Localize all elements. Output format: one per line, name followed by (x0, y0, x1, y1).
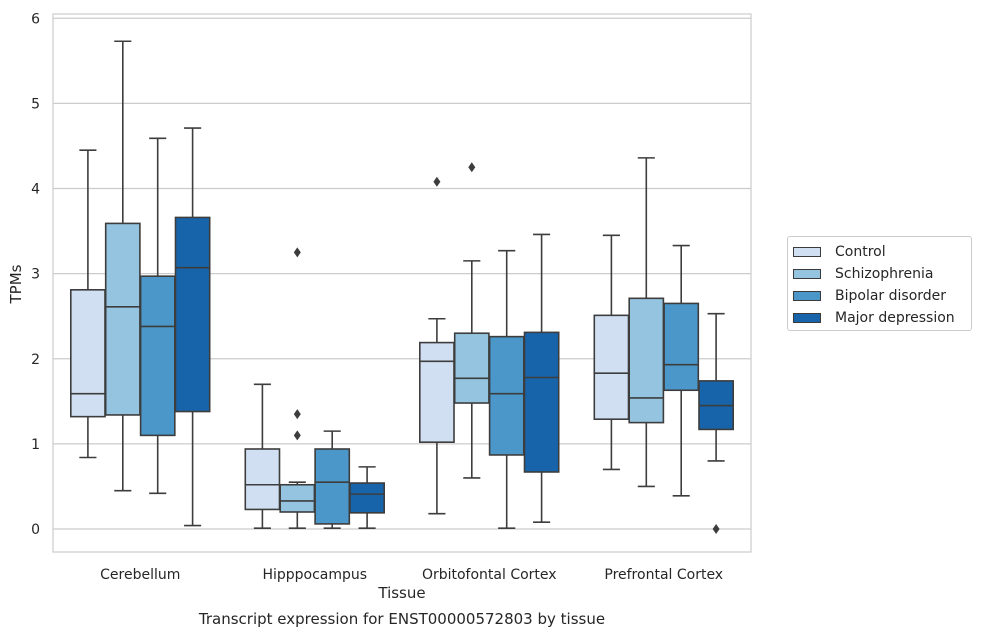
legend: Control Schizophrenia Bipolar disorder Majo… (787, 236, 972, 331)
box (698, 312, 735, 535)
iqr-box (244, 448, 281, 511)
iqr-box (453, 332, 490, 404)
legend-swatch (793, 247, 821, 257)
outlier-point (293, 247, 301, 258)
box (279, 247, 316, 529)
box (663, 244, 700, 497)
outlier-point (293, 409, 301, 420)
iqr-box (418, 341, 455, 443)
y-tick-label: 0 (31, 522, 40, 538)
iqr-box (349, 482, 386, 514)
iqr-box (523, 331, 560, 473)
legend-swatch (793, 269, 821, 279)
box (628, 157, 665, 488)
iqr-box (174, 216, 211, 413)
legend-item: Bipolar disorder (788, 285, 971, 307)
box (453, 162, 490, 479)
legend-swatch (793, 313, 821, 323)
box (523, 233, 560, 524)
outlier-point (468, 162, 476, 173)
iqr-box (488, 335, 525, 456)
x-tick-label: Orbitofontal Cortex (422, 567, 557, 583)
box (418, 176, 455, 515)
y-tick-label: 4 (31, 182, 40, 198)
iqr-box (279, 483, 316, 513)
boxes (69, 40, 735, 535)
x-tick-labels: Cerebellum Hipppocampus Orbitofontal Corte… (100, 567, 723, 583)
iqr-box (628, 297, 665, 424)
y-tick-labels: 0 1 2 3 4 5 6 (31, 11, 40, 538)
y-tick-label: 5 (31, 96, 40, 112)
chart-caption: Transcript expression for ENST0000057280… (198, 610, 606, 628)
box (104, 40, 141, 492)
iqr-box (139, 275, 176, 437)
legend-label: Schizophrenia (835, 266, 934, 282)
legend-item: Schizophrenia (788, 263, 971, 285)
y-tick-label: 3 (31, 267, 40, 283)
iqr-box (314, 448, 351, 525)
y-tick-label: 2 (31, 352, 40, 368)
box (174, 127, 211, 527)
legend-item: Major depression (788, 307, 971, 329)
box (488, 249, 525, 529)
outlier-point (293, 430, 301, 441)
iqr-box (104, 222, 141, 416)
legend-label: Control (835, 244, 886, 260)
outlier-point (712, 524, 720, 535)
iqr-box (663, 302, 700, 392)
legend-label: Major depression (835, 310, 955, 326)
y-tick-label: 6 (31, 11, 40, 27)
y-tick-label: 1 (31, 437, 40, 453)
legend-label: Bipolar disorder (835, 288, 947, 304)
iqr-box (593, 314, 630, 421)
iqr-box (69, 289, 106, 418)
box (349, 466, 386, 529)
box (244, 383, 281, 529)
x-axis-label: Tissue (377, 584, 425, 602)
box (69, 149, 106, 459)
x-tick-label: Prefrontal Cortex (604, 567, 723, 583)
box (314, 430, 351, 529)
legend-item: Control (788, 241, 971, 263)
y-axis-label: TPMs (7, 264, 25, 304)
outlier-point (433, 176, 441, 187)
x-tick-label: Cerebellum (100, 567, 180, 583)
x-tick-label: Hipppocampus (262, 567, 367, 583)
grid-lines (53, 17, 751, 530)
legend-swatch (793, 291, 821, 301)
